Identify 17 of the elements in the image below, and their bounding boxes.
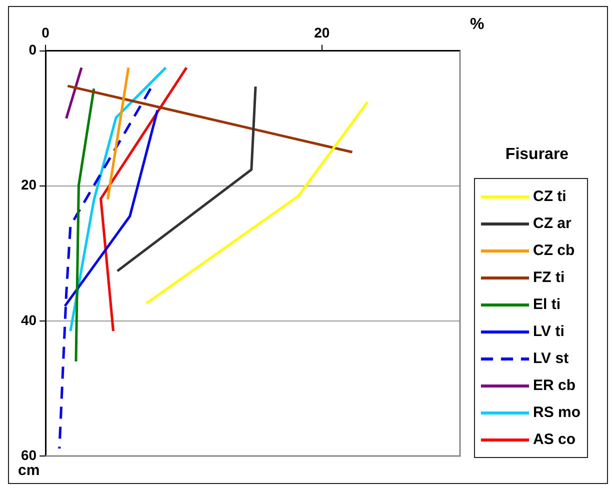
legend-label: El ti (533, 296, 561, 313)
legend-label: RS mo (533, 404, 581, 421)
y-tick-label: 40 (20, 312, 37, 328)
legend-label: AS co (533, 431, 576, 448)
legend-label: CZ cb (533, 242, 575, 259)
legend-label: LV st (533, 350, 569, 367)
y-tick-label: 60 (20, 446, 37, 463)
legend-label: ER cb (533, 377, 576, 394)
legend-title: Fisurare (504, 146, 570, 164)
y-tick-label: 0 (28, 42, 37, 58)
x-axis-title: % (470, 16, 484, 34)
y-tick-label: 20 (20, 176, 37, 193)
y-axis-title: cm (18, 462, 40, 479)
legend-label: LV ti (533, 323, 564, 340)
legend-label: FZ ti (533, 269, 565, 286)
legend-label: CZ ti (533, 188, 566, 205)
legend-label: CZ ar (533, 215, 572, 232)
